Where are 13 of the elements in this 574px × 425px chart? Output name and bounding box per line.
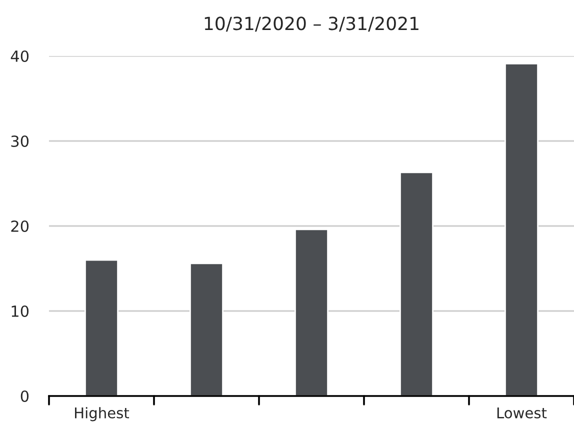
x-tick-label: Highest xyxy=(75,407,130,422)
y-tick-label: 0 xyxy=(20,390,29,402)
y-tick-label: 30 xyxy=(11,135,29,148)
chart-title: 10/31/2020 – 3/31/2021 xyxy=(204,16,418,32)
bar xyxy=(190,262,224,396)
bar xyxy=(400,172,434,396)
y-tick-label: 20 xyxy=(11,220,29,232)
y-tick-label: 10 xyxy=(12,305,29,318)
bar xyxy=(84,259,118,396)
y-tick-label: 40 xyxy=(10,50,29,62)
bar xyxy=(294,228,328,396)
x-tick-label: Lowest xyxy=(497,408,547,418)
bar xyxy=(504,62,538,396)
